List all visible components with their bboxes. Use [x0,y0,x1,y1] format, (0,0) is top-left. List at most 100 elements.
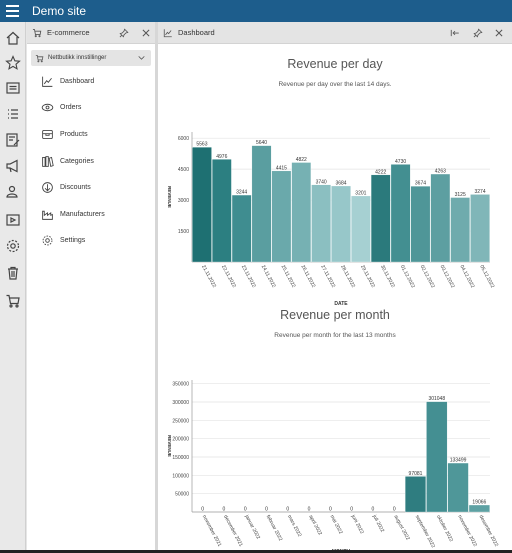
x-tick-label: januar 2022 [243,513,261,540]
menu-item-dashboard[interactable]: Dashboard [41,72,151,90]
star-icon[interactable] [5,55,21,71]
bar [271,170,292,263]
bar [331,185,351,263]
x-tick-label: april 2022 [307,514,323,536]
data-label: 4822 [296,157,307,163]
y-tick-label: 350000 [172,382,189,388]
bar [410,186,431,263]
edit-document-icon[interactable] [5,132,21,148]
menu-item-categories[interactable]: Categories [41,152,151,170]
collapse-icon[interactable] [450,28,460,38]
x-tick-label: november 2021 [201,514,223,548]
bar [351,195,371,263]
bar [405,476,426,513]
data-label: 97081 [409,471,423,477]
x-tick-label: 03.12.2022 [439,264,456,289]
menu-item-orders[interactable]: Orders [41,98,151,116]
chart-subtitle: Revenue per month for the last 13 months [274,332,396,339]
y-tick-label: 250000 [172,418,189,424]
menu-item-label: Products [60,130,88,138]
ecommerce-panel: E-commerce Nettbutikk innstillinger Dash… [27,22,155,553]
users-icon[interactable] [5,184,21,200]
y-axis-label: REVENUE [167,186,172,208]
pin-icon[interactable] [119,28,129,38]
y-tick-label: 200000 [172,437,189,443]
bar [212,159,232,263]
menu-item-discounts[interactable]: Discounts [41,178,151,196]
y-tick-label: 6000 [178,136,189,142]
top-bar: Demo site [0,0,512,22]
data-label: 3201 [355,190,366,196]
menu-item-manufacturers[interactable]: Manufacturers [41,205,151,223]
y-axis-label: REVENUE [167,435,172,457]
menu-item-label: Orders [60,103,82,111]
x-tick-label: 22.11.2022 [220,264,237,289]
store-settings-label: Nettbutikk innstillinger [48,55,107,61]
bar [430,173,451,263]
data-label: 4730 [395,159,406,165]
y-tick-label: 50000 [175,492,189,498]
pin-icon[interactable] [473,28,483,38]
x-tick-label: 25.11.2022 [280,264,297,289]
x-tick-label: december 2021 [222,514,244,548]
menu-item-label: Settings [60,236,86,244]
cart-icon[interactable] [5,293,21,309]
menu-item-settings[interactable]: Settings [41,231,151,249]
close-icon[interactable] [141,28,151,38]
hamburger-menu-icon[interactable] [0,0,24,22]
cart-icon [35,54,44,62]
menu-item-label: Manufacturers [60,210,105,218]
data-label: 0 [350,507,353,513]
y-tick-label: 1500 [178,229,189,235]
x-tick-label: februar 2022 [265,514,284,542]
bar [192,147,212,263]
data-label: 3674 [415,181,426,187]
data-label: 5640 [256,140,267,146]
products-icon [41,128,54,141]
x-tick-label: 21.11.2022 [200,264,217,289]
chart-title: Revenue per month [280,308,390,322]
home-icon[interactable] [5,30,21,46]
dashboard-panel-title: Dashboard [178,28,215,37]
panel-splitter[interactable] [155,22,158,553]
y-tick-label: 100000 [172,473,189,479]
bottom-edge [0,550,512,553]
revenue-per-month-chart: 50000 100000 150000 200000 250000 300000 35000… [167,380,499,552]
settings-gear-icon[interactable] [5,238,21,254]
data-label: 0 [393,507,396,513]
x-tick-label: 26.11.2022 [300,264,317,289]
megaphone-icon[interactable] [5,158,21,174]
bar [231,194,252,263]
x-tick-label: august 2022 [392,514,410,541]
x-tick-label: juni 2022 [349,513,364,535]
data-label: 0 [244,507,247,513]
store-settings-dropdown[interactable]: Nettbutikk innstillinger [31,50,151,66]
bar [468,504,490,513]
x-tick-label: september 2022 [414,514,436,549]
x-tick-label: juli 2022 [371,513,386,533]
data-label: 3244 [236,190,247,196]
close-icon[interactable] [494,28,504,38]
data-label: 4976 [216,154,227,160]
icon-rail [0,22,26,553]
chevron-down-icon [138,56,145,60]
x-tick-label: oktober 2022 [435,514,454,543]
data-label: 5563 [196,142,207,148]
data-label: 3274 [475,189,486,195]
media-icon[interactable] [5,212,21,228]
data-label: 3125 [455,192,466,198]
chart-subtitle: Revenue per day over the last 14 days. [278,81,392,88]
bar [470,194,490,263]
inbox-icon[interactable] [5,80,21,96]
data-label: 0 [308,507,311,513]
y-tick-label: 4500 [178,167,189,173]
data-label: 4222 [375,169,386,175]
menu-item-products[interactable]: Products [41,125,151,143]
data-label: 3740 [316,179,327,185]
y-tick-label: 3000 [178,198,189,204]
list-icon[interactable] [5,106,21,122]
x-tick-label: 29.11.2022 [359,264,376,289]
trash-icon[interactable] [5,265,21,281]
data-label: 301048 [428,396,445,402]
bar [370,174,391,263]
